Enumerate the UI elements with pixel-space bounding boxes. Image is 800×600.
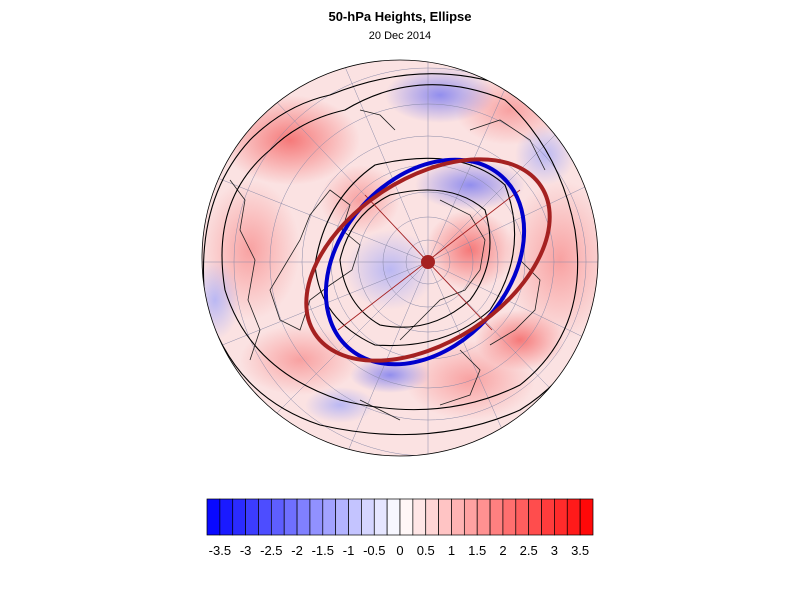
colorbar-cells [206, 498, 594, 536]
colorbar-cell [463, 498, 478, 536]
colorbar-cell [245, 498, 259, 536]
colorbar-cell [206, 498, 221, 536]
colorbar-cell [296, 498, 311, 536]
colorbar-tick-label: -1 [343, 543, 355, 558]
colorbar-cell [476, 498, 491, 536]
colorbar-cell [566, 498, 581, 536]
colorbar-tick-label: 0.5 [417, 543, 435, 558]
colorbar-cell [489, 498, 504, 536]
colorbar-tick-label: 3.5 [571, 543, 589, 558]
colorbar-cell [219, 498, 234, 536]
colorbar-cell [361, 498, 375, 536]
colorbar-cell [373, 498, 388, 536]
colorbar-cell [283, 498, 298, 536]
colorbar-cell [554, 498, 568, 536]
colorbar-tick-label: 2 [499, 543, 506, 558]
colorbar-cell [232, 498, 246, 536]
colorbar-tick-label: -3.5 [209, 543, 231, 558]
colorbar-tick-label: -1.5 [312, 543, 334, 558]
colorbar-cell [425, 498, 439, 536]
colorbar-tick-label: 0 [396, 543, 403, 558]
colorbar-cell [258, 498, 272, 536]
colorbar-tick-label: 1 [448, 543, 455, 558]
colorbar-cell [348, 498, 362, 536]
colorbar-cell [528, 498, 542, 536]
colorbar-cell [579, 498, 594, 536]
colorbar-cell [438, 498, 452, 536]
colorbar-cell [412, 498, 427, 536]
colorbar-cell [399, 498, 414, 536]
chart-date: 20 Dec 2014 [368, 30, 432, 42]
colorbar-tick-label: -2.5 [260, 543, 282, 558]
colorbar-cell [309, 498, 324, 536]
colorbar-cell [386, 498, 401, 536]
colorbar-tick-label: 1.5 [468, 543, 486, 558]
map-border [201, 59, 599, 457]
colorbar-cell [502, 498, 517, 536]
colorbar-tick-label: 3 [551, 543, 558, 558]
colorbar-cell [451, 498, 465, 536]
colorbar-tick-label: -2 [291, 543, 303, 558]
colorbar-cell [322, 498, 337, 536]
colorbar-cell [335, 498, 349, 536]
chart-title: 50-hPa Heights, Ellipse [328, 9, 472, 24]
colorbar-tick-label: 2.5 [520, 543, 538, 558]
colorbar-labels: -3.5 -3 -2.5 -2 -1.5 -1 -0.5 0 0.5 1 1.5 2 2.5 3 3.5 [209, 543, 590, 558]
colorbar-tick-label: -0.5 [363, 543, 385, 558]
ellipse-center-marker [421, 255, 435, 269]
colorbar-cell [515, 498, 530, 536]
colorbar-tick-label: -3 [240, 543, 252, 558]
colorbar-cell [541, 498, 555, 536]
climatology-ellipse-red [304, 157, 552, 363]
colorbar-cell [270, 498, 285, 536]
